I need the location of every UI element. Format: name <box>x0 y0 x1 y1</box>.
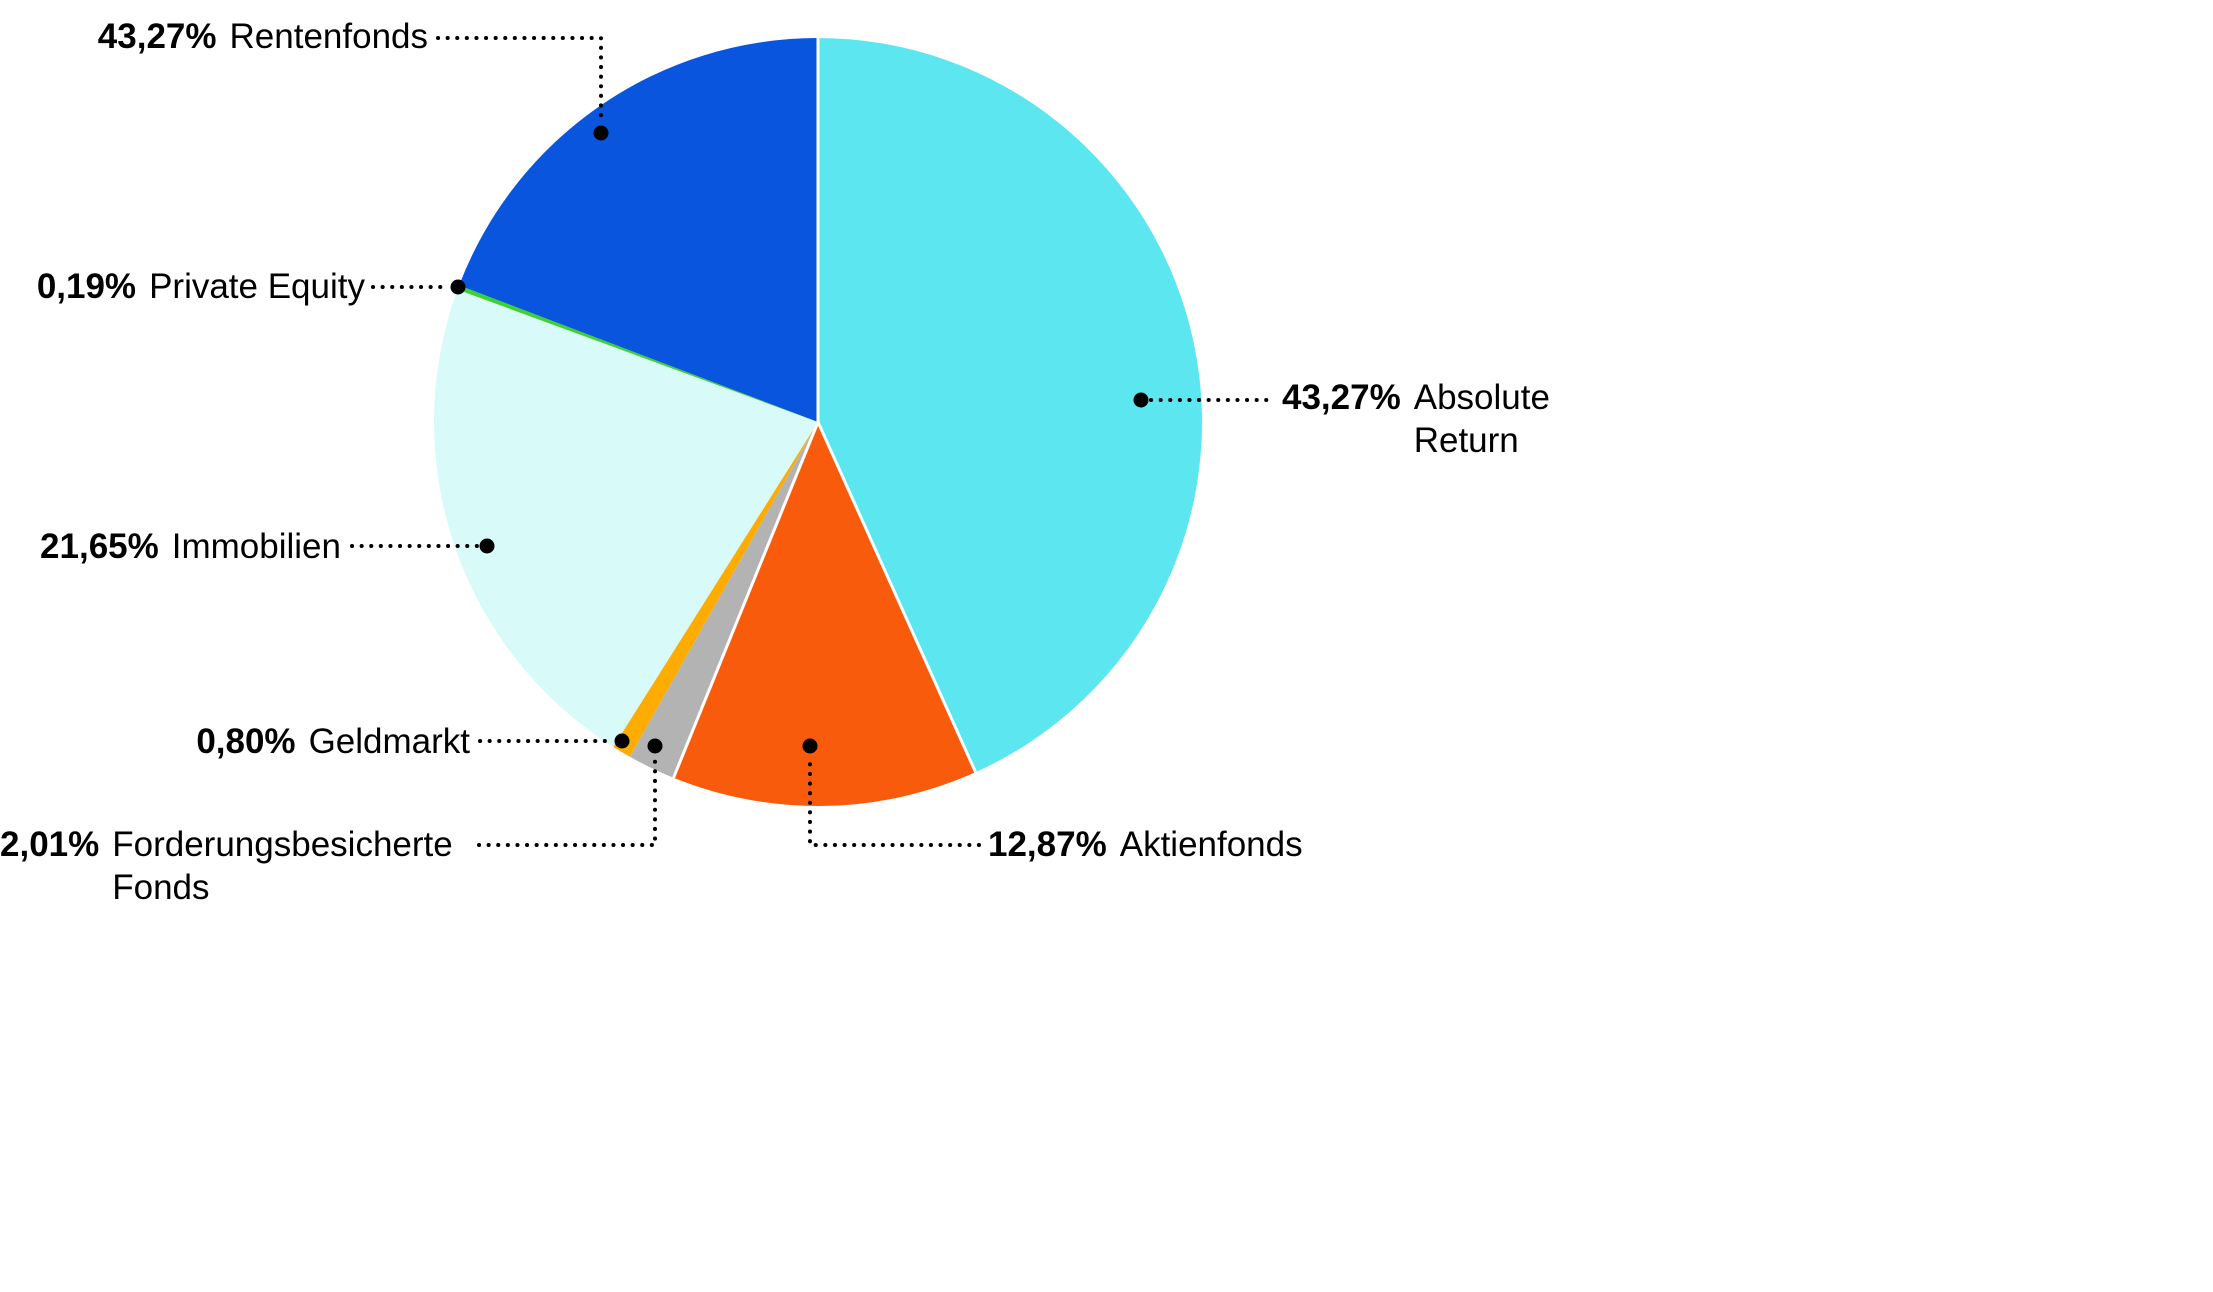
leader-geldmarkt <box>478 733 630 749</box>
immobilien-label: Immobilien <box>171 527 341 566</box>
geldmarkt-label: Geldmarkt <box>308 722 470 761</box>
callout-immobilien: 21,65% Immobilien <box>40 526 341 569</box>
leader-dot-rentenfonds <box>593 125 609 141</box>
pie-slice-forderungsbesicherte-fonds <box>629 422 818 778</box>
aktienfonds-percent: 12,87% <box>988 825 1107 864</box>
pie-slice-absolute-return <box>818 38 1203 773</box>
slice-separator <box>816 421 977 773</box>
leader-immobilien <box>350 538 495 554</box>
leader-dot-immobilien <box>479 538 495 554</box>
leader-dot-private-equity <box>450 279 466 295</box>
pie-slice-private-equity <box>457 285 818 422</box>
leader-dot-aktienfonds <box>802 738 818 754</box>
pie-slice-geldmarkt <box>613 422 818 757</box>
slice-separator <box>672 421 820 779</box>
forderungsbesicherte-fonds-percent: 2,01% <box>0 825 100 864</box>
pie-slice-aktienfonds <box>673 422 976 807</box>
leader-dot-forderungsbesicherte-fonds <box>647 738 663 754</box>
leader-line-aktienfonds <box>808 754 981 847</box>
pie-slice-rentenfonds <box>459 38 818 422</box>
leader-line-rentenfonds <box>436 36 603 126</box>
leader-private-equity <box>371 279 466 295</box>
aktienfonds-label: Aktienfonds <box>1119 825 1303 864</box>
leader-rentenfonds <box>436 36 609 141</box>
immobilien-percent: 21,65% <box>40 527 159 566</box>
leader-line-forderungsbesicherte-fonds <box>477 754 657 847</box>
absolute-return-percent: 43,27% <box>1282 378 1401 417</box>
leader-forderungsbesicherte-fonds <box>477 738 663 847</box>
leader-absolute-return <box>1133 392 1272 408</box>
callout-private-equity: 0,19% Private Equity <box>37 266 365 309</box>
pie-slice-immobilien <box>434 289 818 747</box>
leader-aktienfonds <box>802 738 981 847</box>
leader-dot-geldmarkt <box>614 733 630 749</box>
geldmarkt-percent: 0,80% <box>196 722 296 761</box>
callout-aktienfonds: 12,87% Aktienfonds <box>988 824 1303 867</box>
private-equity-percent: 0,19% <box>36 267 137 306</box>
rentenfonds-percent: 43,27% <box>97 17 217 56</box>
callout-rentenfonds: 43,27% Rentenfonds <box>98 16 428 59</box>
callout-geldmarkt: 0,80% Geldmarkt <box>196 721 470 764</box>
callout-absolute-return: 43,27% Absolute Return <box>1282 377 1579 462</box>
rentenfonds-label: Rentenfonds <box>229 17 428 56</box>
leader-dot-absolute-return <box>1133 392 1149 408</box>
absolute-return-label: Absolute Return <box>1413 378 1550 460</box>
callout-forderungsbesicherte-fonds: 2,01% Forderungsbesicherte Fonds <box>0 824 468 909</box>
private-equity-label: Private Equity <box>149 267 365 306</box>
forderungsbesicherte-fonds-label: Forderungsbesicherte Fonds <box>112 825 453 907</box>
